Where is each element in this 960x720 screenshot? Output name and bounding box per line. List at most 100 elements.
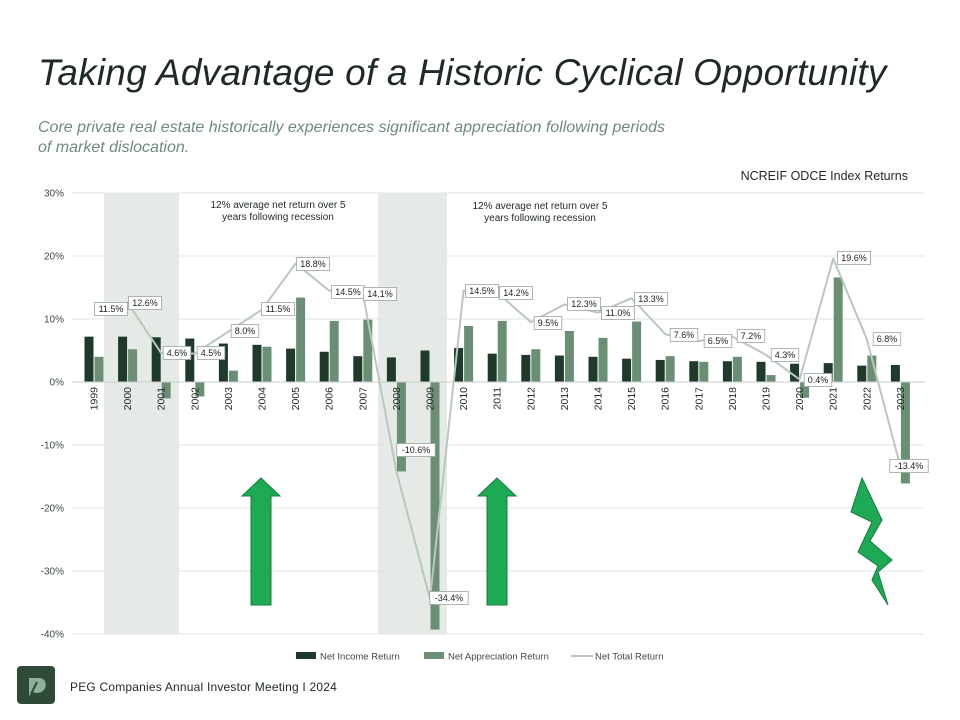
page-subtitle: Core private real estate historically ex… [38, 119, 665, 156]
bar-net-appreciation [363, 319, 373, 382]
up-arrow-icon [240, 477, 282, 606]
bar-net-income [857, 365, 867, 382]
data-label-box [889, 459, 929, 473]
bar-net-appreciation [195, 382, 205, 397]
data-label: -34.4% [435, 593, 464, 603]
data-label: 7.2% [741, 331, 762, 341]
data-label: 19.6% [841, 253, 867, 263]
data-label: 9.5% [538, 318, 559, 328]
x-tick-label: 2001 [156, 387, 168, 411]
bar-net-appreciation [732, 356, 742, 382]
x-tick-label: 2000 [122, 387, 134, 411]
bar-net-income [84, 336, 94, 382]
data-label-box [669, 328, 699, 342]
data-label-box [634, 292, 668, 306]
recession-annotation: 12% average net return over 5 [210, 200, 346, 211]
recession-annotation: 12% average net return over 5 [472, 201, 608, 212]
bar-net-appreciation [833, 277, 843, 382]
bar-net-appreciation [262, 346, 272, 382]
x-tick-label: 2014 [593, 387, 605, 411]
peg-logo-icon [17, 666, 55, 704]
bar-net-income [554, 355, 564, 382]
x-tick-label: 2003 [223, 387, 235, 411]
x-tick-label: 2012 [525, 387, 537, 411]
bar-net-appreciation [464, 325, 474, 382]
bar-net-income [151, 337, 161, 382]
bar-net-income [487, 353, 497, 382]
legend-swatch [296, 652, 316, 659]
data-label-box [429, 591, 469, 605]
data-label-box [162, 346, 192, 360]
bar-net-income [722, 361, 732, 382]
footer-text: PEG Companies Annual Investor Meeting I … [70, 680, 337, 694]
y-tick-label: -30% [41, 567, 64, 578]
data-label: 4.6% [167, 348, 188, 358]
data-label: -13.4% [895, 461, 924, 471]
data-label-box [94, 302, 128, 316]
bar-net-income [286, 348, 296, 382]
data-label-box [601, 306, 635, 320]
x-tick-label: 2020 [794, 387, 806, 411]
x-tick-label: 2019 [761, 387, 773, 411]
legend-label: Net Appreciation Return [448, 652, 549, 663]
data-label: 12.6% [132, 298, 158, 308]
bar-net-income [790, 363, 800, 382]
data-label-box [736, 329, 766, 343]
bar-net-appreciation [531, 349, 541, 382]
bar-net-income [185, 338, 195, 382]
data-label-box [803, 373, 833, 387]
data-label: 0.4% [808, 375, 829, 385]
data-label-box [770, 348, 800, 362]
bar-net-income [353, 356, 363, 382]
bar-net-income [386, 357, 396, 382]
data-label: 7.6% [674, 330, 695, 340]
data-label: 14.5% [469, 286, 495, 296]
bar-net-appreciation [329, 320, 339, 382]
x-tick-label: 2009 [425, 387, 437, 411]
data-label: 12.3% [571, 299, 597, 309]
x-tick-label: 2023 [895, 387, 907, 411]
x-tick-label: 2018 [727, 387, 739, 411]
x-tick-label: 2011 [492, 387, 504, 410]
x-tick-label: 2016 [660, 387, 672, 411]
x-tick-label: 2005 [290, 387, 302, 411]
bar-net-income [454, 347, 464, 382]
bar-net-income [319, 351, 329, 382]
x-tick-label: 2021 [828, 387, 840, 411]
bar-net-appreciation [867, 355, 877, 382]
y-tick-label: 0% [50, 378, 65, 389]
x-tick-label: 2015 [626, 387, 638, 411]
recession-annotation: years following recession [484, 213, 596, 224]
data-label-box [499, 286, 533, 300]
bar-net-appreciation [94, 356, 104, 382]
bar-net-appreciation [564, 330, 574, 382]
bar-net-appreciation [699, 361, 709, 382]
data-label: 4.3% [775, 350, 796, 360]
bar-net-appreciation [430, 382, 440, 630]
bar-net-income [756, 361, 766, 382]
x-tick-label: 2007 [357, 387, 369, 411]
bar-net-income [118, 336, 128, 382]
data-label: 11.5% [266, 304, 291, 314]
x-tick-label: 2017 [693, 387, 705, 411]
x-tick-label: 2002 [189, 387, 201, 411]
data-label: 4.5% [201, 348, 222, 358]
x-tick-label: 2013 [559, 387, 571, 411]
bar-net-appreciation [598, 337, 608, 382]
data-label: 8.0% [235, 326, 256, 336]
bar-net-appreciation [766, 375, 776, 382]
y-tick-label: -40% [41, 630, 64, 641]
x-tick-label: 2006 [324, 387, 336, 411]
bar-net-income [823, 363, 833, 382]
bar-net-income [622, 358, 632, 382]
data-label-box [837, 251, 871, 265]
data-label: 14.5% [335, 287, 361, 297]
bar-net-appreciation [632, 321, 642, 382]
bar-net-income [420, 350, 430, 382]
bar-net-appreciation [497, 320, 507, 382]
bar-net-appreciation [800, 382, 810, 398]
data-label-box [296, 257, 330, 271]
y-tick-label: 30% [44, 189, 64, 200]
data-label: 14.2% [503, 288, 529, 298]
